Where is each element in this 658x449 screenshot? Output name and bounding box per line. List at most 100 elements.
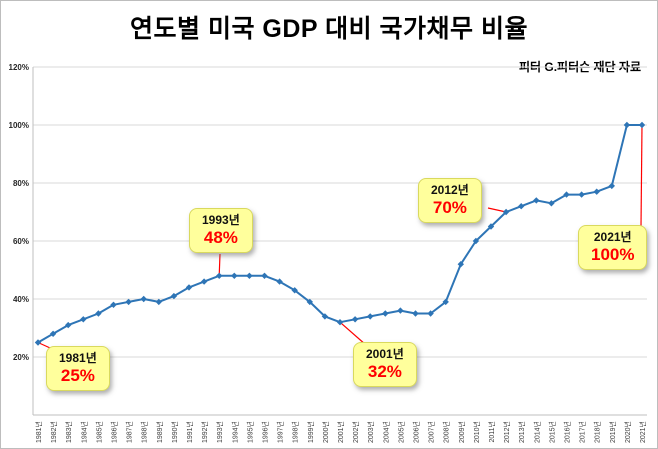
x-axis-tick-label: 2010년 (472, 421, 481, 443)
x-axis-tick-label: 1992년 (200, 421, 209, 443)
x-axis-tick-label: 2006년 (412, 421, 421, 443)
x-axis-tick-label: 2005년 (396, 421, 405, 443)
callout-value-label: 25% (60, 366, 95, 385)
x-axis-tick-label: 1982년 (49, 421, 58, 443)
x-axis-tick-label: 1991년 (185, 421, 194, 443)
x-axis-tick-label: 1989년 (155, 421, 164, 443)
data-point-marker (246, 272, 253, 279)
data-point-marker (321, 313, 329, 320)
callout-year-label: 2012년 (431, 183, 469, 197)
x-axis-tick-label: 2008년 (442, 421, 451, 443)
data-point-marker (563, 191, 570, 198)
y-axis-tick-label: 20% (13, 353, 29, 362)
series-line (37, 124, 642, 344)
data-point-marker (276, 278, 283, 285)
data-point-marker (638, 121, 646, 129)
data-point-marker (442, 298, 449, 306)
y-axis-tick-label: 100% (9, 121, 29, 130)
x-axis-tick-label: 2017년 (578, 421, 587, 443)
x-axis-tick-label: 2015년 (547, 421, 556, 443)
callout-year-label: 2001년 (366, 347, 404, 361)
x-axis-tick-label: 2009년 (457, 421, 466, 443)
data-point-marker (457, 261, 464, 268)
y-axis-tick-label: 120% (9, 63, 29, 72)
data-point-marker (306, 298, 313, 306)
y-axis-tick-label: 40% (13, 295, 29, 304)
x-axis-tick-label: 1990년 (170, 421, 179, 443)
data-point-marker (110, 301, 117, 308)
data-point-marker (170, 292, 178, 300)
callout-2001: 2001년 32% (353, 342, 417, 387)
data-point-marker (472, 237, 480, 245)
data-point-marker (427, 310, 434, 317)
data-point-marker (95, 310, 102, 317)
data-point-marker (608, 182, 615, 190)
x-axis-tick-label: 1981년 (34, 421, 43, 443)
x-axis-tick-label: 2011년 (487, 421, 496, 443)
data-point-marker (80, 316, 87, 323)
x-axis-tick-label: 1999년 (306, 421, 315, 443)
x-axis-tick-label: 2004년 (381, 421, 390, 443)
x-axis-tick-label: 1994년 (230, 421, 239, 443)
chart-title: 연도별 미국 GDP 대비 국가채무 비율 (130, 15, 528, 43)
callout-leader-line (218, 253, 221, 276)
x-axis-tick-label: 2000년 (321, 421, 330, 443)
callout-value-label: 32% (367, 362, 402, 381)
data-point-marker (291, 287, 298, 294)
data-point-marker (34, 339, 42, 346)
x-axis-tick-label: 1996년 (261, 421, 270, 443)
x-axis-tick-label: 2007년 (427, 421, 436, 443)
x-axis-tick-label: 1997년 (276, 421, 285, 443)
data-point-marker (140, 295, 147, 303)
data-point-marker (412, 310, 419, 317)
x-axis-tick-label: 1985년 (94, 421, 103, 443)
data-point-marker (65, 321, 72, 329)
callout-year-label: 2021년 (593, 230, 632, 244)
callout-year-label: 1993년 (202, 213, 240, 227)
callout-value-label: 70% (432, 198, 467, 217)
callout-value-label: 100% (591, 245, 635, 264)
x-axis-tick-label: 1988년 (140, 421, 149, 443)
data-point-marker (261, 272, 268, 279)
x-axis-tick-label: 2018년 (593, 421, 602, 443)
data-point-marker (623, 121, 631, 129)
data-point-marker (518, 203, 525, 210)
data-point-marker (155, 298, 162, 306)
x-axis-tick-label: 2014년 (532, 421, 541, 443)
x-axis-tick-label: 2012년 (502, 421, 511, 443)
data-point-marker (49, 330, 57, 337)
x-axis-tick-label: 1987년 (125, 421, 134, 443)
x-axis-tick-label: 2013년 (517, 421, 526, 443)
data-point-marker (216, 272, 223, 279)
x-axis-tick-label: 2002년 (351, 421, 360, 443)
callout-2021: 2021년 100% (578, 225, 648, 270)
data-point-marker (382, 310, 389, 317)
y-axis-tick-label: 80% (13, 179, 29, 188)
data-point-marker (336, 319, 344, 326)
x-axis-tick-label: 2001년 (336, 421, 345, 443)
callout-1981: 1981년 25% (46, 346, 110, 391)
callout-leader-line (339, 321, 367, 346)
callout-leader-line (487, 207, 507, 213)
callout-2012: 2012년 70% (418, 178, 482, 223)
y-axis-tick-label: 60% (13, 237, 29, 246)
callout-year-label: 1981년 (59, 351, 97, 365)
x-axis-tick-label: 2020년 (623, 421, 632, 443)
x-axis-tick-label: 1993년 (215, 421, 224, 443)
data-point-marker (397, 307, 404, 314)
x-axis-tick-label: 2003년 (366, 421, 375, 443)
x-axis-tick-label: 2019년 (608, 421, 617, 443)
callout-leader-line (640, 124, 643, 228)
x-axis-tick-label: 1995년 (245, 421, 254, 443)
data-point-marker (593, 188, 600, 195)
x-axis-tick-label: 1983년 (64, 421, 73, 443)
data-point-marker (231, 272, 238, 279)
x-axis-tick-label: 1984년 (79, 421, 88, 443)
data-point-marker (200, 278, 208, 285)
callout-1993: 1993년 48% (189, 208, 253, 253)
data-point-marker (351, 316, 359, 323)
data-point-marker (487, 223, 495, 230)
data-point-marker (548, 200, 555, 207)
